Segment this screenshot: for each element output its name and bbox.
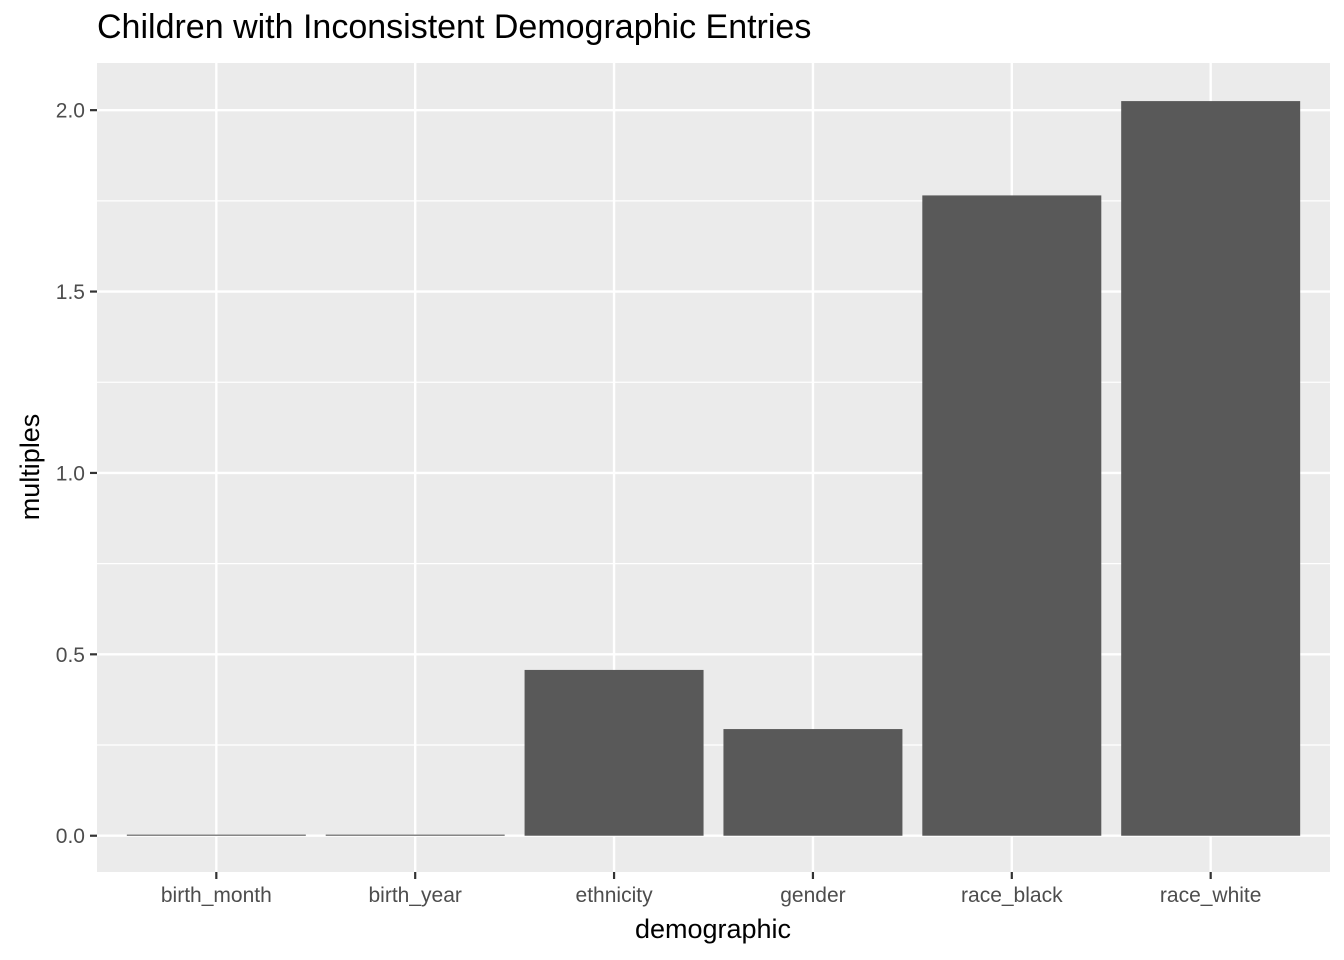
x-tick-label: ethnicity [576,884,654,907]
y-tick-label: 1.5 [56,281,85,304]
y-tick-label: 0.0 [56,825,85,848]
bar-birth_year [325,834,505,836]
bar-gender [723,729,903,836]
y-axis: 0.0 0.5 1.0 1.5 2.0 [56,100,97,848]
x-axis-title: demographic [635,914,791,944]
bar-birth_month [126,834,306,836]
bar-race_white [1121,101,1301,836]
x-axis: birth_month birth_year ethnicity gender race… [161,872,1262,907]
y-tick-label: 0.5 [56,644,85,667]
y-tick-label: 2.0 [56,100,85,123]
x-tick-label: gender [780,884,845,907]
bars [126,101,1301,836]
bar-ethnicity [524,669,704,836]
chart-title: Children with Inconsistent Demographic E… [97,8,812,46]
x-tick-label: race_black [961,884,1063,907]
x-tick-label: race_white [1160,884,1262,907]
y-axis-title: multiples [15,414,45,521]
x-tick-label: birth_month [161,884,272,907]
bar-race_black [922,195,1102,836]
x-tick-label: birth_year [368,884,461,907]
y-tick-label: 1.0 [56,462,85,485]
